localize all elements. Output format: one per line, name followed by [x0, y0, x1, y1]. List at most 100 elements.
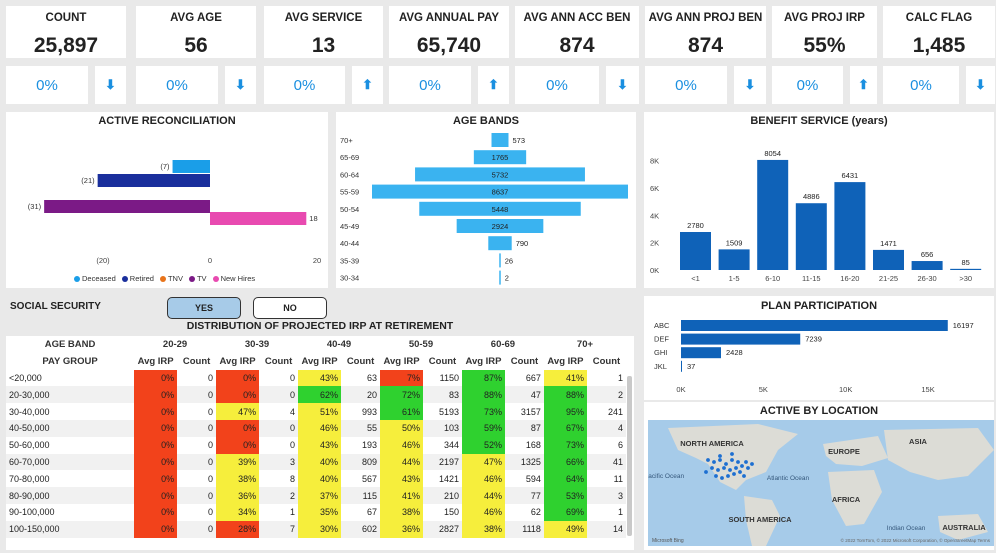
age-band-bar[interactable] [415, 167, 585, 182]
location-dot[interactable] [722, 466, 726, 470]
location-dot[interactable] [714, 474, 718, 478]
avg-irp-header[interactable]: Avg IRP [134, 352, 178, 370]
count-header[interactable]: Count [259, 352, 299, 370]
count-cell: 2 [586, 386, 626, 404]
age-band-column-header[interactable]: 60-69 [461, 336, 544, 353]
plan-bar[interactable] [681, 360, 682, 372]
service-bar[interactable] [680, 232, 711, 270]
service-xtick: <1 [691, 274, 700, 283]
count-cell: 0 [177, 386, 217, 404]
avg-irp-cell: 47% [461, 453, 505, 471]
location-dot[interactable] [738, 470, 742, 474]
age-band-column-header[interactable]: 50-59 [380, 336, 462, 353]
count-header[interactable]: Count [423, 352, 462, 370]
service-ytick: 2K [650, 239, 659, 248]
age-band-bar[interactable] [456, 219, 544, 233]
location-dot[interactable] [716, 468, 720, 472]
count-cell: 6 [617, 440, 623, 451]
table-scrollbar[interactable] [627, 376, 632, 536]
location-dot[interactable] [742, 474, 746, 478]
service-xtick: 16-20 [840, 274, 859, 283]
service-xtick: 21-25 [879, 274, 898, 283]
count-header[interactable]: Count [586, 352, 626, 370]
service-bar[interactable] [718, 249, 750, 270]
count-cell: 4 [586, 419, 626, 437]
age-band-column-header[interactable]: 30-39 [216, 336, 299, 353]
count-header[interactable]: Count [505, 352, 544, 370]
service-bar[interactable] [873, 249, 904, 270]
service-bar[interactable] [795, 203, 827, 270]
age-band-bar[interactable] [419, 201, 581, 216]
service-bar[interactable] [911, 261, 943, 270]
location-dot[interactable] [718, 454, 722, 458]
age-band-column-header[interactable]: 70+ [543, 336, 626, 353]
location-dot[interactable] [744, 460, 748, 464]
location-dot[interactable] [706, 458, 710, 462]
plan-bar[interactable] [681, 320, 948, 331]
legend-item[interactable]: TNV [159, 274, 183, 283]
avg-irp-header[interactable]: Avg IRP [380, 352, 424, 370]
avg-irp-cell: 95% [543, 403, 587, 420]
location-dot[interactable] [704, 470, 708, 474]
recon-bar[interactable] [44, 200, 211, 213]
age-band-bar[interactable] [473, 150, 527, 165]
kpi-change-pct: 0% [136, 66, 218, 104]
count-header[interactable]: Count [177, 352, 217, 370]
location-dot[interactable] [730, 452, 734, 456]
age-band-bar[interactable] [372, 184, 628, 199]
age-band-bar[interactable] [488, 236, 512, 251]
service-bar[interactable] [950, 268, 982, 270]
recon-bar[interactable] [210, 212, 307, 225]
recon-bar[interactable] [97, 174, 210, 187]
age-band-bar[interactable] [499, 270, 501, 285]
kpi-title: AVG SERVICE [284, 12, 363, 24]
location-dot[interactable] [734, 466, 738, 470]
location-dot[interactable] [732, 472, 736, 476]
kpi-trend-arrow-icon: ⬇ [734, 66, 766, 104]
location-map[interactable]: NORTH AMERICA EUROPE ASIA AFRICA SOUTH AMERI… [648, 420, 994, 546]
location-dot[interactable] [726, 474, 730, 478]
location-dot[interactable] [710, 466, 714, 470]
age-band-bar[interactable] [499, 253, 501, 268]
plan-bar[interactable] [681, 347, 721, 359]
legend-item[interactable]: New Hires [212, 274, 255, 283]
avg-irp-header[interactable]: Avg IRP [298, 352, 342, 370]
kpi-card-1: AVG AGE 56 [136, 6, 256, 58]
location-dot[interactable] [724, 462, 728, 466]
location-dot[interactable] [750, 462, 754, 466]
avg-irp-cell: 88% [543, 386, 587, 404]
social-no-button[interactable]: NO [253, 297, 327, 319]
legend-item[interactable]: Deceased [74, 274, 116, 283]
count-header[interactable]: Count [341, 352, 380, 370]
asia-shape [884, 428, 994, 480]
avg-irp-header[interactable]: Avg IRP [216, 352, 260, 370]
recon-bar[interactable] [172, 160, 210, 173]
location-dot[interactable] [718, 458, 722, 462]
age-band-column-header[interactable]: 40-49 [298, 336, 380, 353]
avg-irp-header[interactable]: Avg IRP [461, 352, 505, 370]
count-cell: 4 [290, 406, 296, 417]
legend-item[interactable]: Retired [121, 274, 154, 283]
service-bar[interactable] [757, 159, 789, 270]
service-bar[interactable] [834, 182, 866, 270]
count-cell: 3157 [520, 406, 541, 417]
age-band-bar[interactable] [491, 133, 509, 147]
location-dot[interactable] [728, 468, 732, 472]
legend-item[interactable]: TV [188, 274, 207, 283]
avg-irp-header[interactable]: Avg IRP [543, 352, 587, 370]
avg-irp-cell: 0% [134, 436, 178, 454]
avg-irp-cell: 46% [461, 503, 505, 521]
legend-dot-icon [74, 276, 80, 283]
plan-bar-value: 16197 [953, 321, 974, 330]
location-dot[interactable] [740, 464, 744, 468]
location-dot[interactable] [736, 460, 740, 464]
count-cell: 5193 [438, 406, 459, 417]
location-dot[interactable] [712, 460, 716, 464]
age-band-column-header[interactable]: 20-29 [134, 336, 217, 353]
location-dot[interactable] [720, 476, 724, 480]
location-dot[interactable] [746, 466, 750, 470]
location-dot[interactable] [730, 458, 734, 462]
social-yes-button[interactable]: YES [167, 297, 241, 319]
plan-bar[interactable] [681, 333, 801, 345]
avg-irp-cell: 62% [298, 386, 342, 404]
